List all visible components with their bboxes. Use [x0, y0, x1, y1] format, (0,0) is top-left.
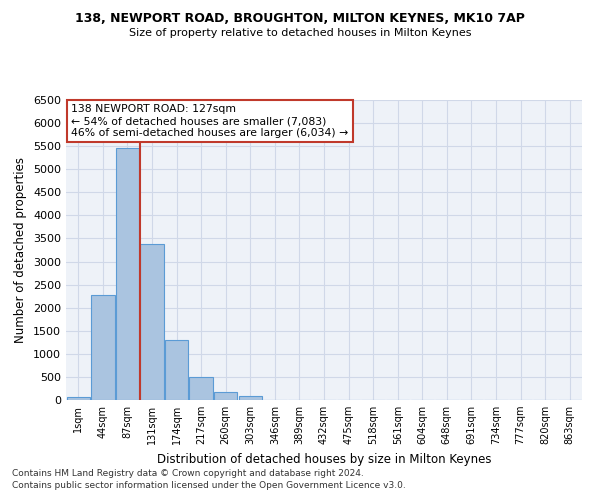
Y-axis label: Number of detached properties: Number of detached properties — [14, 157, 28, 343]
X-axis label: Distribution of detached houses by size in Milton Keynes: Distribution of detached houses by size … — [157, 452, 491, 466]
Text: Contains HM Land Registry data © Crown copyright and database right 2024.: Contains HM Land Registry data © Crown c… — [12, 468, 364, 477]
Text: Size of property relative to detached houses in Milton Keynes: Size of property relative to detached ho… — [129, 28, 471, 38]
Bar — [67, 396, 90, 400]
Bar — [91, 295, 115, 400]
Text: Contains public sector information licensed under the Open Government Licence v3: Contains public sector information licen… — [12, 481, 406, 490]
Text: 138, NEWPORT ROAD, BROUGHTON, MILTON KEYNES, MK10 7AP: 138, NEWPORT ROAD, BROUGHTON, MILTON KEY… — [75, 12, 525, 26]
Text: 138 NEWPORT ROAD: 127sqm
← 54% of detached houses are smaller (7,083)
46% of sem: 138 NEWPORT ROAD: 127sqm ← 54% of detach… — [71, 104, 349, 138]
Bar — [165, 340, 188, 400]
Bar — [116, 148, 139, 400]
Bar — [190, 378, 213, 400]
Bar — [239, 396, 262, 400]
Bar — [140, 244, 164, 400]
Bar — [214, 392, 238, 400]
